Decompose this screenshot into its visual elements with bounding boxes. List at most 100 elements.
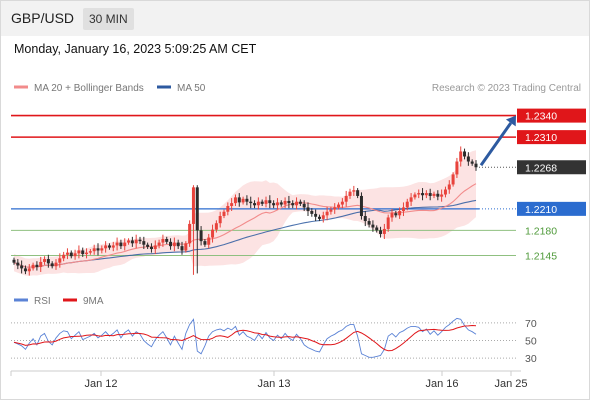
candle-body — [352, 190, 356, 192]
target-label: 1.2145 — [525, 250, 557, 262]
candle-body — [272, 203, 276, 206]
candle-body — [12, 259, 16, 263]
candle-body — [295, 201, 299, 206]
candle-body — [340, 201, 344, 205]
candle-body — [195, 187, 199, 231]
forecast-arrow-shaft — [479, 122, 513, 167]
candle-body — [298, 201, 302, 204]
candle-body — [432, 193, 436, 196]
candle-body — [142, 241, 146, 245]
rsi-line — [13, 317, 477, 358]
candle-body — [375, 227, 379, 231]
candle-body — [62, 254, 66, 259]
rsi-level-label: 30 — [525, 353, 537, 365]
candle-body — [191, 187, 195, 224]
current-price-label: 1.2268 — [525, 162, 557, 174]
current-price-tag — [517, 160, 586, 175]
candle-body — [96, 248, 100, 251]
candle-body — [184, 243, 188, 251]
candle-body — [88, 251, 92, 253]
resistance-tag — [517, 108, 586, 123]
candle-body — [241, 198, 245, 203]
candle-body — [283, 200, 287, 205]
candle-body — [111, 245, 115, 248]
candle-body — [138, 239, 142, 242]
candle-body — [264, 200, 268, 204]
candle-body — [333, 207, 337, 210]
rsi-ma9-line — [13, 324, 477, 352]
candle-body — [119, 242, 123, 247]
ma9-legend-label: 9MA — [83, 296, 104, 307]
candle-body — [359, 195, 363, 217]
rsi-level-label: 50 — [525, 336, 537, 348]
candle-body — [69, 252, 73, 257]
candle-body — [50, 263, 54, 267]
candle-body — [27, 268, 31, 272]
candle-body — [100, 248, 104, 251]
candle-body — [149, 246, 153, 250]
candle-body — [310, 211, 314, 214]
support-label: 1.2210 — [525, 204, 557, 216]
candle-body — [363, 216, 367, 222]
candle-body — [54, 262, 58, 267]
candle-body — [371, 224, 375, 228]
candle-body — [356, 190, 360, 196]
candle-body — [443, 189, 447, 195]
candle-body — [417, 193, 421, 195]
candle-body — [157, 242, 161, 246]
candle-body — [153, 245, 157, 250]
candle-body — [203, 241, 207, 245]
candle-body — [409, 197, 413, 202]
x-axis-ticks: Jan 12 Jan 13 Jan 16 Jan 25 — [10, 371, 528, 390]
timeframe-button[interactable]: 30 MIN — [83, 8, 134, 30]
bollinger-band-area — [14, 150, 476, 276]
candle-body — [348, 191, 352, 196]
resistance-label: 1.2340 — [525, 111, 557, 123]
candle-body — [130, 240, 134, 244]
candle-body — [325, 211, 329, 216]
candle-body — [211, 229, 215, 238]
candle-body — [226, 205, 230, 212]
candle-body — [390, 213, 394, 218]
candle-body — [329, 209, 333, 212]
candle-body — [31, 264, 35, 269]
candle-body — [46, 259, 50, 264]
candle-body — [23, 268, 27, 272]
candle-body — [459, 151, 463, 162]
candle-body — [20, 265, 24, 269]
candle-body — [123, 242, 127, 247]
candle-body — [188, 223, 192, 244]
resistance-tag — [517, 130, 586, 145]
x-tick-label: Jan 16 — [425, 378, 458, 390]
candle-body — [165, 238, 169, 242]
candle-body — [379, 230, 383, 234]
candle-body — [447, 184, 451, 190]
price-levels: 1.2340 1.2310 1.2268 1.2210 1.2180 1.2145 — [11, 108, 586, 262]
candle-body — [77, 250, 81, 254]
candle-body — [321, 215, 325, 219]
bollinger-band — [14, 150, 476, 276]
candle-body — [428, 193, 432, 196]
target-label: 1.2180 — [525, 225, 557, 237]
candle-body — [161, 238, 165, 243]
candle-body — [317, 216, 321, 219]
candle-body — [104, 245, 108, 249]
candle-body — [306, 207, 310, 212]
candle-body — [172, 242, 176, 247]
candle-body — [92, 248, 96, 252]
candle-body — [207, 237, 211, 245]
candle-body — [73, 253, 77, 257]
candle-body — [127, 240, 131, 243]
candle-body — [43, 259, 47, 262]
candle-body — [398, 211, 402, 216]
rsi-level-label: 70 — [525, 318, 537, 330]
x-tick-label: Jan 25 — [494, 378, 527, 390]
candle-body — [413, 194, 417, 198]
forecast-arrowhead — [505, 115, 516, 127]
candle-body — [474, 163, 478, 168]
candle-body — [35, 264, 39, 267]
candle-body — [107, 245, 111, 248]
candle-body — [451, 174, 455, 185]
instrument-name: GBP/USD — [11, 10, 75, 26]
